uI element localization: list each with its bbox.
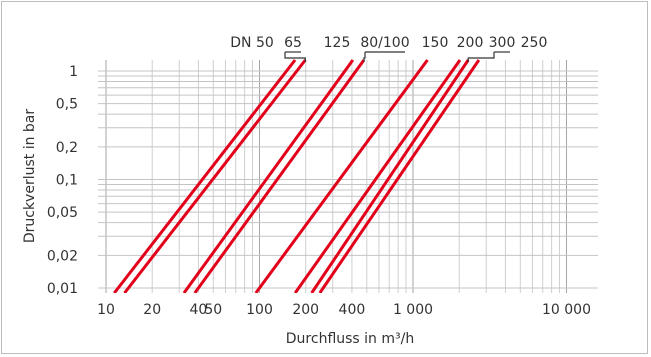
x-tick-label: 200 xyxy=(292,302,319,318)
y-tick-label: 0,5 xyxy=(56,97,78,113)
x-tick-label: 50 xyxy=(204,302,222,318)
label-bracket-leader xyxy=(284,52,306,62)
series-line-dn-200 xyxy=(293,59,462,293)
series-label-dn-200: 200 xyxy=(457,35,484,51)
series-label-dn-250: 250 xyxy=(521,35,548,51)
x-tick-label: 20 xyxy=(143,302,161,318)
series-labels: DN 50 65 125 80/100 150 200 300 250 xyxy=(230,35,547,62)
y-tick-label: 0,2 xyxy=(56,140,78,156)
series-line-dn-50 xyxy=(113,59,297,293)
y-tick-label: 0,1 xyxy=(56,173,78,189)
x-tick-label: 100 xyxy=(246,302,273,318)
x-tick-label: 400 xyxy=(339,302,366,318)
x-axis-label: Durchfluss in m³/h xyxy=(286,331,414,347)
label-bracket-leader xyxy=(363,52,366,62)
series-line-dn-300 xyxy=(310,59,470,293)
series-label-dn-300: 300 xyxy=(489,35,516,51)
series-line-dn-150 xyxy=(254,59,429,293)
series-label-dn-125: 125 xyxy=(324,35,351,51)
series-layer xyxy=(113,59,481,293)
series-label-dn-50: DN 50 xyxy=(230,35,274,51)
y-tick-label: 0,01 xyxy=(47,281,78,297)
series-line-dn-125 xyxy=(182,59,355,293)
x-tick-label: 40 xyxy=(190,302,208,318)
y-tick-label: 0,05 xyxy=(47,205,78,221)
series-label-dn-80-100: 80/100 xyxy=(360,35,409,51)
y-axis-label: Druckverlust in bar xyxy=(22,109,38,244)
y-tick-label: 1 xyxy=(69,64,78,80)
series-line-dn-80-100 xyxy=(193,59,366,293)
x-tick-label: 10 xyxy=(97,302,115,318)
series-line-dn-65 xyxy=(123,59,307,293)
x-tick-label: 1 000 xyxy=(393,302,433,318)
x-tick-label: 10 000 xyxy=(542,302,591,318)
series-label-dn-65: 65 xyxy=(284,35,302,51)
grid xyxy=(98,60,598,293)
series-line-dn-250 xyxy=(318,59,481,293)
y-tick-label: 0,02 xyxy=(47,248,78,264)
series-label-dn-150: 150 xyxy=(422,35,449,51)
label-bracket-leader xyxy=(467,52,495,62)
